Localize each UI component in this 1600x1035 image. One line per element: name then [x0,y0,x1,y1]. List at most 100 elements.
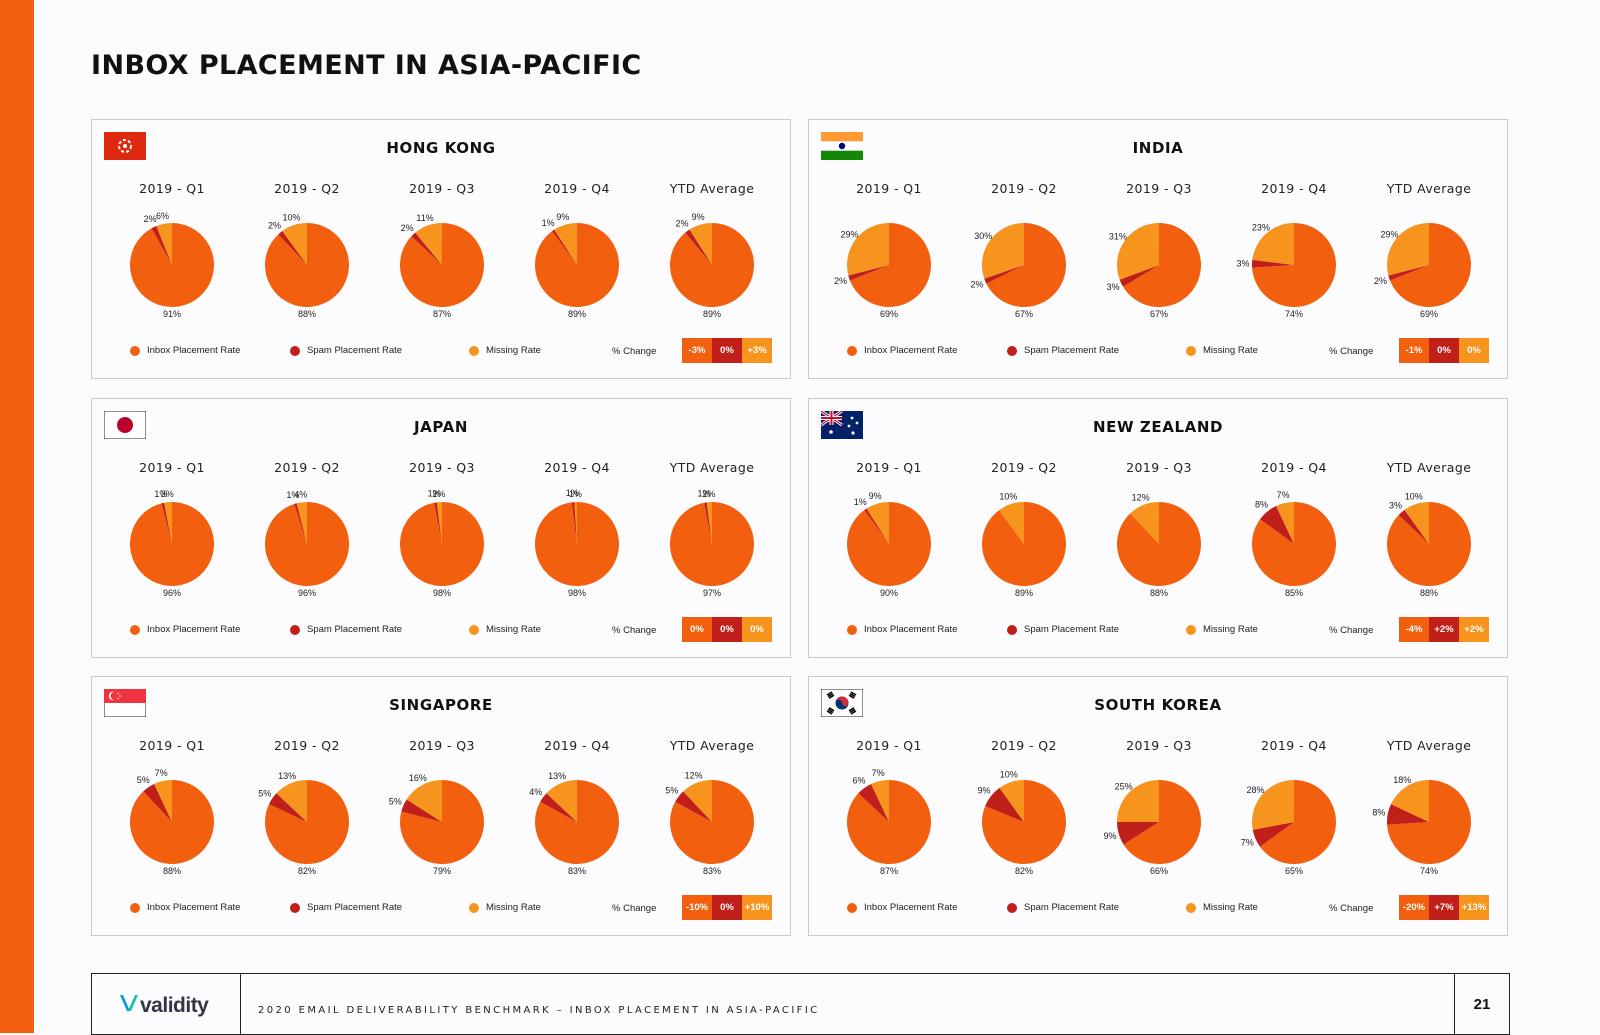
accent-side-bar [0,0,34,1033]
pie-slice-spam [161,502,172,544]
inbox-value-label: 83% [568,866,586,876]
spam-value-label: 4% [529,787,542,797]
inbox-value-label: 83% [703,866,721,876]
legend-label: Inbox Placement Rate [864,345,958,356]
pie-slice-inbox [986,223,1067,307]
inbox-value-label: 79% [433,866,451,876]
pie-slice-spam [1386,804,1429,825]
pie-slice-inbox [400,502,485,586]
change-inbox: -1% [1399,338,1429,363]
pie-slice-inbox [846,502,931,586]
legend-swatch [847,625,857,635]
column-title: 2019 - Q4 [544,460,610,475]
pie-slice-spam [1398,509,1429,544]
spam-value-label: 3% [1107,282,1120,292]
change-spam: +7% [1429,895,1459,920]
missing-value-label: 10% [282,212,300,222]
inbox-value-label: 90% [880,588,898,598]
pie-slice-missing [871,780,889,822]
pie-slice-spam [143,784,172,822]
column-title: 2019 - Q2 [274,460,340,475]
pie-slice-missing [546,780,577,822]
spam-value-label: 2% [1374,276,1387,286]
pie-slice-missing [1117,780,1159,822]
new-zealand-flag-icon [820,409,863,439]
inbox-value-label: 87% [880,866,898,876]
panel-japan: JAPAN 2019 - Q1 96% 3% 1% 2019 - Q2 96% 4% 1% 201… [91,398,791,658]
pie-slice-inbox [1389,223,1472,307]
pie-slice-missing [847,223,889,276]
column-title: 2019 - Q1 [139,460,205,475]
inbox-value-label: 96% [163,588,181,598]
column-title: YTD Average [669,181,755,196]
pie-slice-inbox [670,223,755,307]
missing-value-label: 9% [692,212,705,222]
inbox-value-label: 88% [298,309,316,319]
validity-logo: validity [140,994,209,1017]
pie-slice-missing [156,223,172,265]
pie-charts-india: 2019 - Q1 69% 29% 2% 2019 - Q2 67% 30% 2% 2019 -… [834,181,1472,319]
inbox-value-label: 88% [1150,588,1168,598]
pie-slice-spam [864,508,889,544]
missing-value-label: 2% [432,489,445,499]
legend-label: Missing Rate [1203,624,1258,635]
column-title: YTD Average [669,738,755,753]
pie-slice-spam [1388,265,1429,281]
inbox-value-label: 66% [1150,866,1168,876]
missing-value-label: 9% [556,212,569,222]
page-number-cell: 21 [1454,974,1509,1034]
pie-slice-missing [683,780,712,822]
pie-slice-missing [1276,502,1294,544]
pie-slice-spam [434,502,442,544]
pie-slice-inbox [1387,780,1471,864]
legend: Inbox Placement Rate Spam Placement Rate M… [130,338,772,363]
page-number: 21 [1473,996,1491,1013]
inbox-value-label: 74% [1420,866,1438,876]
legend-swatch [290,625,300,635]
column-title: 2019 - Q1 [856,460,922,475]
change-inbox: -4% [1399,617,1429,642]
pie-slice-spam [411,232,442,265]
pie-slice-spam [1252,822,1294,847]
pie-slice-missing [276,780,307,822]
inbox-value-label: 69% [880,309,898,319]
pie-slice-spam [1260,506,1294,544]
pie-slice-inbox [400,780,485,864]
legend-label: Missing Rate [1203,902,1258,913]
inbox-value-label: 98% [568,588,586,598]
legend: Inbox Placement Rate Spam Placement Rate M… [130,617,772,642]
pie-slice-missing [999,502,1024,544]
spam-value-label: 1% [697,489,710,499]
spam-value-label: 1% [854,497,867,507]
inbox-value-label: 67% [1015,309,1033,319]
legend-label: Spam Placement Rate [307,902,403,913]
legend-swatch [469,903,479,913]
country-title: SOUTH KOREA [1094,696,1222,714]
pie-slice-missing [296,502,307,544]
pie-slice-spam [401,799,442,822]
spam-value-label: 5% [258,788,271,798]
change-missing: 0% [742,617,772,642]
legend-swatch [1186,346,1196,356]
legend-swatch [1007,625,1017,635]
validity-logo-icon [120,995,138,1011]
missing-value-label: 23% [1252,223,1270,233]
spam-value-label: 5% [389,797,402,807]
percent-change-label: % Change [1329,346,1374,357]
change-inbox: -20% [1399,895,1429,920]
pie-slice-inbox [535,223,620,307]
change-missing: +13% [1459,895,1489,920]
spam-value-label: 7% [1241,837,1254,847]
pie-slice-inbox [1251,502,1336,586]
spam-value-label: 1% [154,489,167,499]
missing-value-label: 7% [1277,490,1290,500]
inbox-value-label: 82% [1015,866,1033,876]
spam-value-label: 2% [268,221,281,231]
spam-value-label: 6% [852,776,865,786]
pie-slice-spam [151,226,172,265]
percent-change-label: % Change [1329,625,1374,636]
pie-slice-spam [540,793,577,822]
spam-value-label: 1% [566,488,579,498]
missing-value-label: 10% [999,492,1017,502]
inbox-value-label: 88% [163,866,181,876]
